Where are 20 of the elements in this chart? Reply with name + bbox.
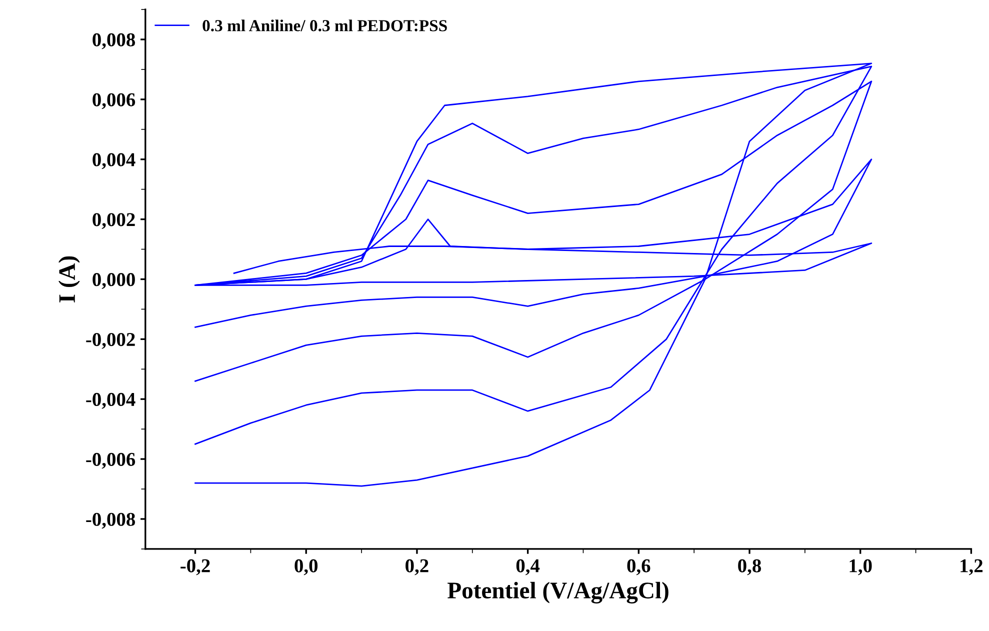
x-tick-label: -0,2 xyxy=(180,559,210,576)
x-tick-label: 0,8 xyxy=(738,559,762,576)
x-axis-title: Potentiel (V/Ag/AgCl) xyxy=(448,582,668,604)
y-tick-label: 0,000 xyxy=(92,273,135,289)
x-tick-label: 0,6 xyxy=(627,559,650,576)
legend-label: 0.3 ml Aniline/ 0.3 ml PEDOT:PSS xyxy=(202,20,447,32)
y-tick-label: -0,008 xyxy=(86,512,136,529)
y-tick-label: -0,006 xyxy=(86,452,136,469)
y-tick-label: -0,004 xyxy=(86,392,136,409)
y-tick-label: -0,002 xyxy=(86,332,135,349)
x-tick-label: 1,2 xyxy=(960,559,983,576)
y-tick-label: 0,002 xyxy=(92,213,135,230)
y-tick-label: 0,004 xyxy=(92,153,136,170)
x-tick-label: 0,4 xyxy=(516,559,540,576)
x-tick-label: 0,0 xyxy=(294,559,318,576)
x-tick-label: 0,2 xyxy=(406,559,428,576)
y-tick-label: 0,008 xyxy=(92,33,136,50)
y-tick-label: 0,006 xyxy=(92,93,136,110)
x-tick-label: 1,0 xyxy=(850,559,872,576)
y-axis-title: I (A) xyxy=(58,256,80,302)
